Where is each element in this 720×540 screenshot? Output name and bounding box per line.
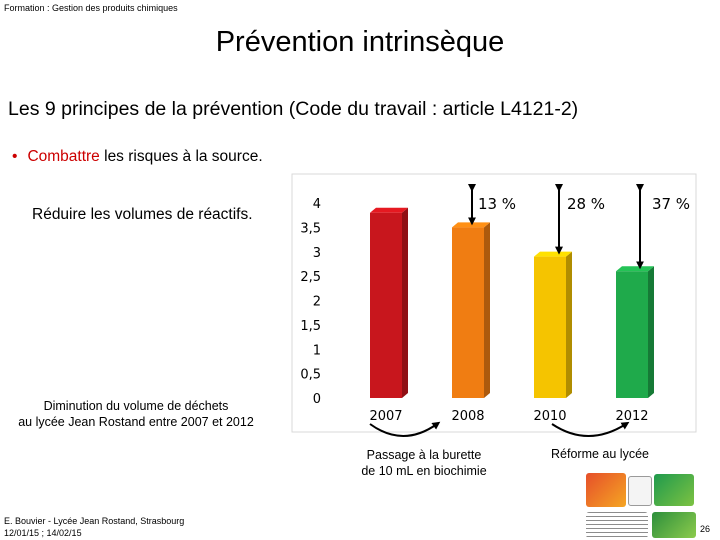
footer-dates: 12/01/15 ; 14/02/15 [4, 528, 82, 538]
burette-note: Passage à la burette de 10 mL en biochim… [344, 447, 504, 479]
reduction-label: 28 % [567, 195, 605, 213]
y-tick-label: 3 [313, 246, 321, 261]
bar-2010 [534, 251, 572, 398]
bullet-keyword: Combattre [27, 148, 100, 165]
burette-bracket-arrow [369, 421, 441, 437]
region-alsace-logo [654, 474, 694, 506]
bullet-text: les risques à la source. [99, 148, 263, 165]
bar-2007 [370, 207, 408, 398]
y-tick-label: 0 [313, 392, 321, 407]
bar-top [452, 222, 490, 228]
chart-caption-line2: au lycée Jean Rostand entre 2007 et 2012 [18, 415, 254, 429]
bar-side [484, 222, 490, 398]
burette-note-line2: de 10 mL en biochimie [361, 464, 487, 478]
bar-front [534, 256, 566, 398]
bullet-marker: • [12, 148, 18, 165]
bar-side [402, 207, 408, 398]
reforme-note: Réforme au lycée [551, 447, 649, 461]
x-tick-label: 2012 [615, 409, 648, 424]
seal-logo [628, 476, 652, 506]
strasbourg-academy-logo [586, 473, 626, 507]
y-tick-label: 1 [313, 343, 321, 358]
burette-note-line1: Passage à la burette [366, 448, 482, 462]
x-tick-label: 2007 [369, 409, 402, 424]
subtitle: Les 9 principes de la prévention (Code d… [8, 98, 579, 120]
bar-top [534, 251, 572, 257]
sub-point: Réduire les volumes de réactifs. [32, 206, 253, 223]
slide-title: Prévention intrinsèque [215, 26, 505, 58]
bar-2012 [616, 266, 654, 398]
bar-front [452, 227, 484, 398]
reforme-bracket-arrow [551, 421, 630, 437]
bar-top [616, 266, 654, 272]
y-tick-label: 2 [313, 295, 321, 310]
footer: E. Bouvier - Lycée Jean Rostand, Strasbo… [4, 515, 184, 539]
reduction-label: 37 % [652, 195, 690, 213]
y-tick-label: 4 [313, 197, 321, 212]
bullet-item: • Combattre les risques à la source. [12, 148, 263, 166]
x-tick-label: 2010 [533, 409, 566, 424]
y-tick-label: 1,5 [300, 319, 321, 334]
y-tick-label: 0,5 [300, 368, 321, 383]
bar-front [370, 212, 402, 398]
x-tick-label: 2008 [451, 409, 484, 424]
ministry-logo [586, 512, 648, 538]
chart-caption: Diminution du volume de déchets au lycée… [0, 398, 272, 430]
bar-side [648, 266, 654, 398]
bar-2008 [452, 222, 490, 398]
page-number: 26 [700, 524, 711, 534]
bar-side [566, 251, 572, 398]
header-note: Formation : Gestion des produits chimiqu… [4, 3, 178, 13]
y-tick-label: 2,5 [300, 270, 321, 285]
chart-caption-line1: Diminution du volume de déchets [43, 399, 229, 413]
tredi-logo [652, 512, 696, 538]
reduction-label: 13 % [478, 195, 516, 213]
bar-front [616, 271, 648, 398]
footer-author: E. Bouvier - Lycée Jean Rostand, Strasbo… [4, 516, 185, 526]
y-tick-label: 3,5 [300, 221, 321, 236]
bar-top [370, 207, 408, 213]
